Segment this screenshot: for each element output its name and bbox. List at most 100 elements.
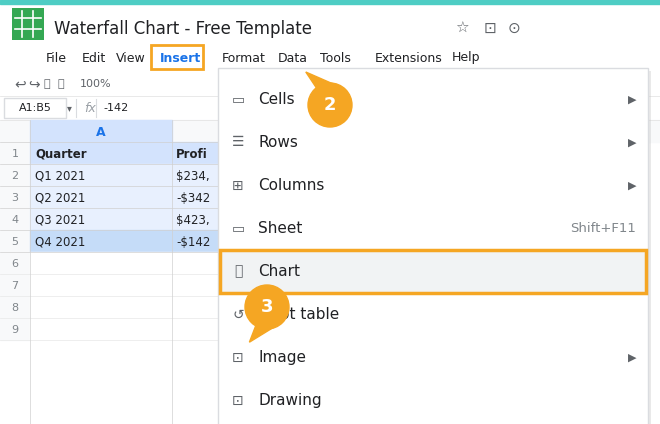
- Circle shape: [245, 285, 289, 329]
- Bar: [172, 164, 232, 186]
- Bar: [218, 68, 648, 424]
- Bar: [172, 274, 232, 296]
- Text: ⊙: ⊙: [508, 20, 520, 36]
- Text: Quarter: Quarter: [35, 148, 86, 161]
- Text: 5: 5: [11, 237, 18, 247]
- Text: File: File: [46, 51, 67, 64]
- Bar: [0, 230, 30, 252]
- Bar: [0, 252, 30, 274]
- Text: Cells: Cells: [258, 92, 294, 107]
- Text: 8: 8: [11, 303, 18, 313]
- Polygon shape: [249, 314, 278, 342]
- Text: 4: 4: [11, 215, 18, 225]
- Bar: [0, 142, 30, 164]
- Text: fx: fx: [84, 101, 96, 114]
- Bar: [30, 318, 172, 340]
- Bar: [172, 142, 232, 164]
- Text: Format: Format: [222, 51, 266, 64]
- Text: 10: 10: [636, 79, 650, 89]
- Text: 1: 1: [11, 149, 18, 159]
- Bar: [30, 274, 172, 296]
- Text: ▾: ▾: [67, 103, 72, 113]
- Bar: [0, 274, 30, 296]
- Text: Q2 2021: Q2 2021: [35, 192, 85, 204]
- Bar: [0, 96, 660, 120]
- Text: $423,: $423,: [176, 214, 210, 226]
- Text: View: View: [116, 51, 146, 64]
- Bar: [30, 230, 172, 252]
- Text: Profi: Profi: [176, 148, 208, 161]
- Bar: [0, 208, 30, 230]
- Bar: [30, 186, 172, 208]
- Bar: [172, 230, 232, 252]
- Bar: [30, 120, 172, 142]
- Bar: [0, 0, 660, 4]
- Bar: [172, 208, 232, 230]
- Text: ▭: ▭: [232, 92, 245, 106]
- Text: Rows: Rows: [258, 135, 298, 150]
- Bar: [221, 71, 651, 424]
- Bar: [151, 45, 203, 69]
- Bar: [0, 164, 30, 186]
- Text: 2: 2: [11, 171, 18, 181]
- Text: Waterfall Chart - Free Template: Waterfall Chart - Free Template: [54, 20, 312, 38]
- Bar: [0, 296, 30, 318]
- Text: 3: 3: [11, 193, 18, 203]
- Text: 100%: 100%: [80, 79, 112, 89]
- Bar: [30, 296, 172, 318]
- Text: ↺: ↺: [232, 307, 244, 321]
- Text: 7: 7: [11, 281, 18, 291]
- Circle shape: [308, 83, 352, 127]
- Bar: [0, 120, 660, 142]
- Bar: [0, 186, 30, 208]
- Text: 6: 6: [11, 259, 18, 269]
- Text: Edit: Edit: [82, 51, 106, 64]
- Text: Image: Image: [258, 350, 306, 365]
- Text: ▶: ▶: [628, 352, 636, 363]
- Text: Insert: Insert: [160, 51, 201, 64]
- Text: Help: Help: [452, 51, 480, 64]
- Text: -142: -142: [103, 103, 128, 113]
- Text: ↩: ↩: [14, 77, 26, 91]
- Text: ⊡: ⊡: [232, 393, 244, 407]
- Bar: [30, 142, 172, 164]
- Text: 🖌: 🖌: [57, 79, 63, 89]
- Text: 9: 9: [11, 325, 18, 335]
- Text: Chart: Chart: [258, 264, 300, 279]
- Text: Tools: Tools: [320, 51, 351, 64]
- Bar: [0, 70, 660, 96]
- Text: Q4 2021: Q4 2021: [35, 235, 85, 248]
- Text: ☰: ☰: [232, 136, 244, 150]
- Text: 📊: 📊: [234, 265, 242, 279]
- Bar: [30, 164, 172, 186]
- Text: Extensions: Extensions: [375, 51, 443, 64]
- Text: 3: 3: [261, 298, 273, 316]
- Bar: [0, 4, 660, 44]
- Polygon shape: [306, 72, 341, 98]
- Text: Pivot table: Pivot table: [258, 307, 339, 322]
- Bar: [172, 186, 232, 208]
- Text: 🖨: 🖨: [43, 79, 49, 89]
- Text: ▭: ▭: [232, 221, 245, 235]
- Bar: [0, 44, 660, 70]
- Text: Data: Data: [278, 51, 308, 64]
- Bar: [30, 252, 172, 274]
- Text: Sheet: Sheet: [258, 221, 302, 236]
- Text: ↪: ↪: [28, 77, 40, 91]
- Text: ▶: ▶: [628, 137, 636, 148]
- Text: A: A: [96, 126, 106, 139]
- Text: -$142: -$142: [176, 235, 211, 248]
- Text: ▶: ▶: [628, 95, 636, 104]
- Text: ▶: ▶: [628, 181, 636, 190]
- Text: A1:B5: A1:B5: [18, 103, 51, 113]
- Text: Columns: Columns: [258, 178, 324, 193]
- Text: -$342: -$342: [176, 192, 211, 204]
- Text: ⊞: ⊞: [232, 179, 244, 192]
- Text: 2: 2: [324, 96, 336, 114]
- Bar: [172, 296, 232, 318]
- Bar: [0, 318, 30, 340]
- Text: ⊡: ⊡: [484, 20, 496, 36]
- Text: ☆: ☆: [455, 20, 469, 36]
- Bar: [4, 98, 66, 118]
- Bar: [172, 252, 232, 274]
